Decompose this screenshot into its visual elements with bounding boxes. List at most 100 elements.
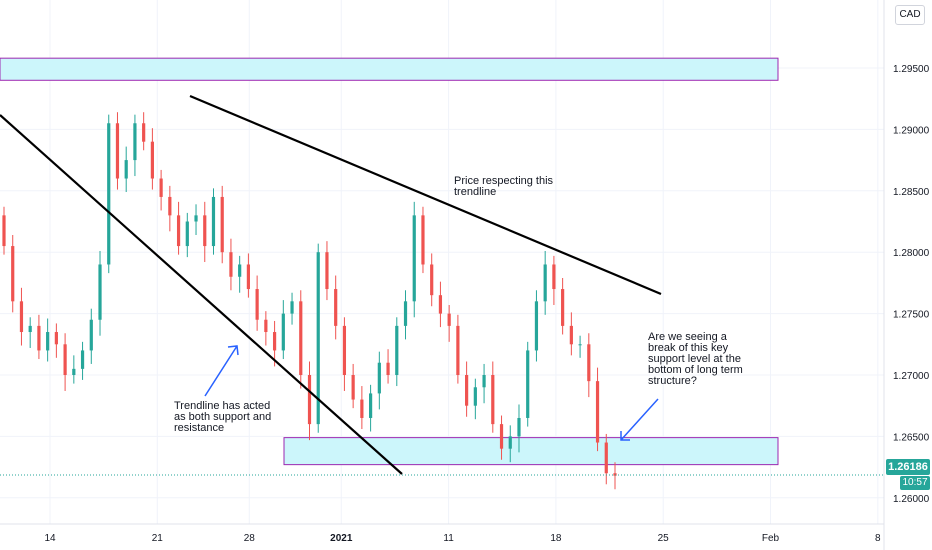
candle (290, 292, 294, 325)
annotations: Price respecting this trendline Trendline … (174, 175, 743, 434)
candle (456, 314, 460, 384)
candle (351, 363, 355, 409)
descending-support-trendline[interactable] (0, 114, 403, 475)
candle (465, 361, 469, 417)
candle (168, 185, 172, 232)
candle (159, 169, 163, 211)
candle (194, 204, 198, 236)
candle (316, 243, 320, 433)
candle (517, 404, 521, 453)
price-tick-label: 1.28500 (893, 187, 930, 198)
candle (613, 462, 617, 490)
candle (447, 305, 451, 342)
candle (325, 241, 329, 301)
candle (403, 290, 408, 340)
candle (185, 212, 189, 258)
price-tick-label: 1.27000 (893, 371, 930, 382)
candle (89, 308, 93, 364)
price-tick-label: 1.26500 (893, 432, 930, 443)
descending-resistance-trendline[interactable] (189, 94, 662, 296)
price-axis[interactable]: 1.29500 1.29000 1.28500 1.28000 1.27500 1.270… (893, 64, 930, 505)
arrow-up-icon (204, 345, 239, 397)
support-trendline-note[interactable]: Trendline has acted as both support and re… (174, 400, 271, 434)
support-zone[interactable] (283, 437, 779, 466)
candle (107, 114, 111, 274)
break-question-note[interactable]: Are we seeing a break of this key support … (648, 331, 743, 387)
candle (281, 300, 285, 360)
candle (176, 201, 181, 255)
time-tick-label: 11 (443, 533, 454, 544)
candle (133, 114, 137, 177)
candle (561, 277, 565, 335)
candle (11, 235, 15, 313)
time-axis[interactable]: 14 21 28 2021 11 18 25 Feb 8 (44, 533, 881, 544)
candle (142, 112, 146, 151)
candle (491, 361, 495, 433)
candle (552, 255, 556, 306)
candle (124, 146, 128, 193)
candle (307, 361, 312, 441)
candle (526, 341, 530, 427)
candle (604, 433, 608, 485)
candle (421, 206, 425, 274)
candle-countdown: 10:57 (900, 476, 930, 490)
candle (255, 275, 259, 331)
arrow-down-icon (620, 398, 659, 441)
candle (220, 185, 224, 264)
candle (115, 112, 120, 190)
candle (246, 253, 250, 298)
time-tick-label: 14 (44, 533, 56, 544)
time-tick-label: 8 (875, 533, 881, 544)
candles (2, 112, 617, 490)
candle (369, 384, 373, 432)
candle (98, 250, 102, 336)
candle (28, 317, 32, 348)
price-tick-label: 1.27500 (893, 310, 930, 321)
candle (203, 201, 207, 263)
price-tick-label: 1.29500 (893, 64, 930, 75)
candle (299, 290, 303, 389)
price-tick-label: 1.28000 (893, 248, 930, 259)
candle (2, 206, 6, 255)
candle (19, 287, 24, 346)
trendlines (0, 94, 662, 475)
time-tick-label: 28 (244, 533, 256, 544)
price-tick-label: 1.26000 (893, 494, 930, 505)
trendline-note[interactable]: Price respecting this trendline (454, 175, 554, 198)
candle (46, 318, 50, 362)
candle (229, 238, 233, 291)
time-tick-label: 21 (152, 533, 164, 544)
candle (342, 317, 347, 391)
annotation-arrows (204, 345, 659, 441)
candle (595, 367, 600, 452)
candle (360, 386, 364, 430)
resistance-zone[interactable] (0, 57, 779, 81)
candle (334, 275, 338, 340)
zones (0, 57, 779, 466)
candle (264, 311, 268, 346)
candle (508, 425, 512, 463)
candle (80, 341, 85, 380)
candle (238, 255, 242, 293)
candle (430, 253, 434, 307)
candle (473, 378, 477, 420)
candle (482, 363, 486, 404)
candle (438, 281, 443, 328)
time-tick-label: 25 (658, 533, 670, 544)
candle (578, 335, 582, 358)
price-tick-label: 1.29000 (893, 125, 930, 136)
candle (377, 351, 381, 410)
candle (72, 355, 76, 384)
candle (211, 188, 216, 255)
candle (63, 333, 67, 391)
time-tick-label: 2021 (330, 533, 353, 544)
candle (534, 290, 539, 362)
time-tick-label: 18 (550, 533, 562, 544)
currency-badge[interactable]: CAD (895, 5, 925, 25)
candle (395, 317, 399, 387)
time-tick-label: Feb (762, 533, 780, 544)
candle (412, 201, 416, 318)
candle (587, 333, 591, 398)
candle (499, 415, 504, 460)
